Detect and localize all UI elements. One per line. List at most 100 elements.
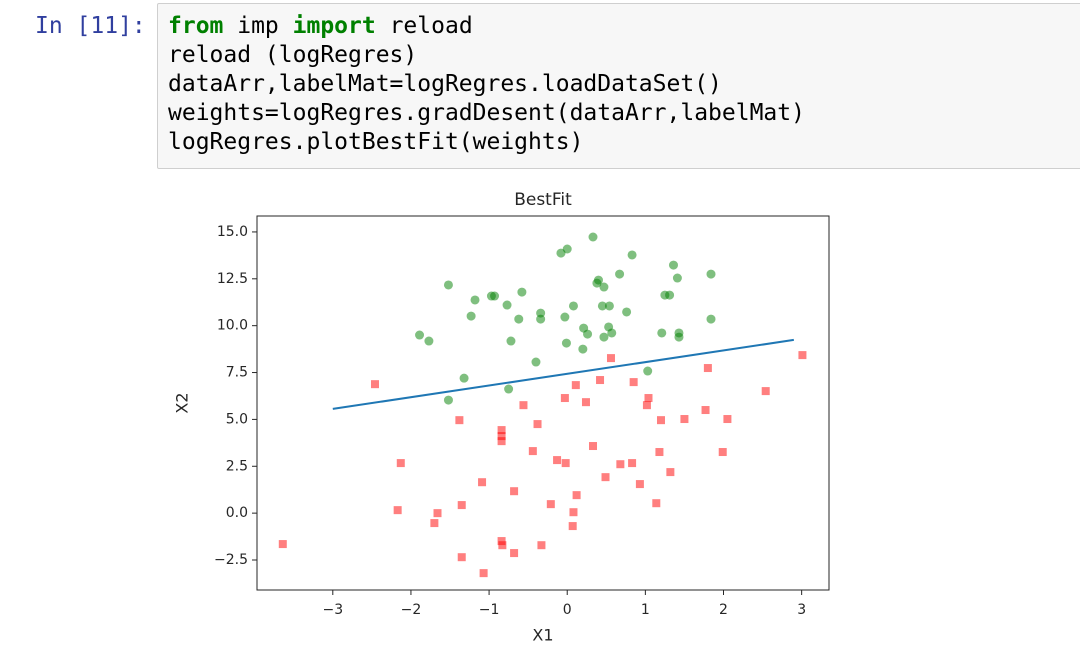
circle-point xyxy=(415,330,425,340)
keyword: import xyxy=(292,13,376,39)
y-tick-label: −2.5 xyxy=(214,552,248,568)
x-tick-label: 3 xyxy=(797,602,806,618)
keyword: from xyxy=(168,13,224,39)
circle-point xyxy=(668,260,678,270)
circle-point xyxy=(604,301,614,311)
square-point xyxy=(430,519,439,528)
square-point xyxy=(723,415,732,424)
x-tick-label: −1 xyxy=(479,602,500,618)
square-point xyxy=(457,553,466,562)
circle-point xyxy=(443,280,453,290)
circle-point xyxy=(486,291,496,301)
square-point xyxy=(457,501,466,510)
plot-frame xyxy=(256,215,830,591)
square-point xyxy=(628,459,637,468)
square-point xyxy=(519,401,528,410)
square-point xyxy=(642,401,651,410)
square-point xyxy=(589,442,598,451)
square-point xyxy=(537,541,546,550)
square-point xyxy=(652,499,661,508)
y-tick-label: 5.0 xyxy=(226,411,248,427)
square-point xyxy=(571,381,580,390)
square-point xyxy=(497,426,506,435)
y-tick-label: 7.5 xyxy=(226,365,248,381)
square-point xyxy=(616,460,625,469)
code-cell[interactable] xyxy=(157,3,1080,169)
y-axis-label: X2 xyxy=(173,392,192,413)
circle-point xyxy=(578,344,588,354)
circle-point xyxy=(502,300,512,310)
circle-point xyxy=(674,332,684,342)
circle-point xyxy=(466,311,476,321)
circle-point xyxy=(536,314,546,324)
circle-point xyxy=(657,328,667,338)
square-point xyxy=(561,459,570,468)
square-point xyxy=(581,398,590,407)
circle-point xyxy=(672,273,682,283)
square-point xyxy=(497,432,506,441)
code-token: weights=logRegres.gradDesent(dataArr,lab… xyxy=(168,100,805,126)
square-point xyxy=(546,500,555,509)
circle-point xyxy=(506,336,516,346)
square-point xyxy=(433,509,442,518)
square-point xyxy=(644,394,653,403)
circle-point xyxy=(424,336,434,346)
square-point xyxy=(278,540,287,549)
circle-point xyxy=(607,328,617,338)
square-point xyxy=(560,394,569,403)
square-point xyxy=(635,480,644,489)
circle-point xyxy=(622,307,632,317)
square-point xyxy=(569,508,578,517)
square-point xyxy=(510,549,519,558)
square-point xyxy=(455,416,464,425)
circle-point xyxy=(599,282,609,292)
square-point xyxy=(655,448,664,457)
circle-point xyxy=(470,295,480,305)
square-point xyxy=(498,541,507,550)
square-point xyxy=(370,380,379,389)
square-point xyxy=(478,478,487,487)
circle-point xyxy=(560,312,570,322)
code-editor[interactable]: from imp import reload reload (logRegres)… xyxy=(168,12,805,157)
code-line: logRegres.plotBestFit(weights) xyxy=(168,128,805,157)
code-line: weights=logRegres.gradDesent(dataArr,lab… xyxy=(168,99,805,128)
square-point xyxy=(596,376,605,385)
square-point xyxy=(680,415,689,424)
circle-point xyxy=(443,395,453,405)
square-point xyxy=(572,491,581,500)
circle-point xyxy=(531,357,541,367)
square-point xyxy=(393,506,402,515)
y-tick-label: 0.0 xyxy=(226,505,248,521)
square-point xyxy=(629,378,638,387)
fit-line xyxy=(332,338,794,410)
circle-point xyxy=(568,301,578,311)
x-axis-label: X1 xyxy=(532,626,553,645)
x-tick-label: 0 xyxy=(563,602,572,618)
square-point xyxy=(510,487,519,496)
square-point xyxy=(656,416,665,425)
square-point xyxy=(497,537,506,546)
square-point xyxy=(761,387,770,396)
circle-point xyxy=(593,275,603,285)
square-point xyxy=(701,406,710,415)
chart-title: BestFit xyxy=(514,190,572,210)
circle-point xyxy=(504,384,514,394)
square-point xyxy=(606,354,615,363)
circle-point xyxy=(459,373,469,383)
square-point xyxy=(666,468,675,477)
circle-point xyxy=(597,301,607,311)
x-tick-label: −3 xyxy=(322,602,343,618)
code-line: reload (logRegres) xyxy=(168,41,805,70)
y-tick-label: 10.0 xyxy=(217,318,248,334)
circle-point xyxy=(588,232,598,242)
square-point xyxy=(718,448,727,457)
square-point xyxy=(396,459,405,468)
code-token: reload (logRegres) xyxy=(168,42,418,68)
circle-point xyxy=(583,329,593,339)
code-token: dataArr,labelMat=logRegres.loadDataSet() xyxy=(168,71,722,97)
input-prompt: In [11]: xyxy=(35,13,146,39)
square-point xyxy=(553,456,562,465)
y-tick-label: 12.5 xyxy=(217,271,248,287)
